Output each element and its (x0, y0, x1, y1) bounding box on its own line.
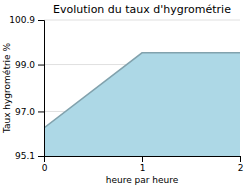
tick: 0 (42, 156, 48, 173)
marks (44, 53, 240, 156)
area (44, 53, 240, 156)
tick-mark (38, 65, 44, 66)
tick-label: 97.0 (15, 107, 35, 117)
line (44, 53, 240, 128)
tick-label: 2 (238, 163, 244, 173)
tick: 99.0 (15, 60, 44, 70)
tick-mark (38, 111, 44, 112)
tick: 95.1 (15, 151, 44, 161)
y-axis: 95.1 97.0 99.0 100.9 (9, 15, 44, 161)
tick-mark (142, 156, 143, 162)
plot: 0 1 2 95.1 97.0 99.0 100.9 (9, 15, 243, 173)
tick-label: 99.0 (15, 60, 35, 70)
title: Evolution du taux d'hygrométrie (53, 3, 231, 16)
tick-label: 100.9 (9, 15, 35, 25)
tick: 1 (140, 156, 146, 173)
x-axis: 0 1 2 (42, 156, 244, 173)
tick-mark (38, 20, 44, 21)
grid (44, 20, 240, 156)
y-label: Taux hygrométrie % (2, 42, 12, 134)
axis-line (45, 157, 241, 163)
tick-mark (38, 156, 44, 157)
chart: 0 1 2 95.1 97.0 99.0 100.9 Evolution du taux d'… (0, 0, 250, 188)
tick-label: 95.1 (15, 151, 35, 161)
x-label: heure par heure (106, 175, 179, 185)
tick: 2 (238, 156, 244, 173)
tick-label: 0 (42, 163, 48, 173)
tick-mark (240, 156, 241, 162)
tick: 97.0 (15, 107, 44, 117)
tick-label: 1 (140, 163, 146, 173)
grid-line (44, 20, 240, 21)
axis-line (38, 21, 45, 157)
tick: 100.9 (9, 15, 44, 25)
